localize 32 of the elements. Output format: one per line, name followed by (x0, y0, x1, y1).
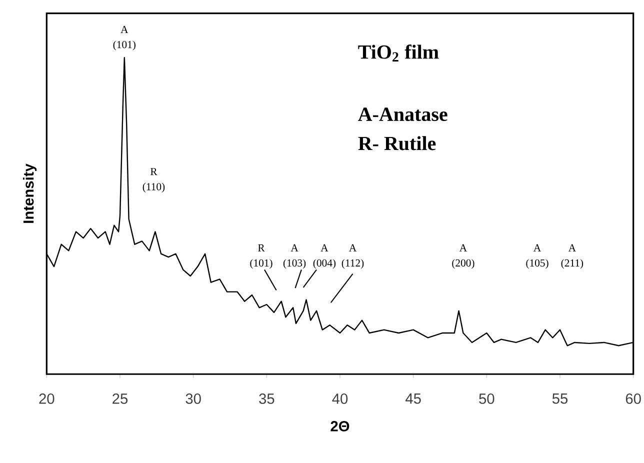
x-tick-label: 50 (479, 394, 494, 404)
annotation: A (320, 244, 328, 252)
text: (101) (113, 40, 136, 51)
annotation: (211) (561, 259, 584, 269)
annotation: R (150, 168, 158, 176)
annotation: A-Anatase (358, 108, 448, 122)
x-tick-label: 20 (39, 394, 54, 404)
annotation: A (459, 244, 467, 252)
annotation: (200) (452, 259, 474, 269)
annotation: A (534, 244, 542, 252)
annotation: (110) (142, 182, 165, 193)
annotation: (101) (250, 259, 272, 269)
annotation: (105) (526, 259, 548, 269)
annotation: R- Rutile (358, 136, 436, 150)
annotation: (004) (313, 259, 336, 269)
annotation: A (290, 244, 298, 252)
annotation: TiO$_{2}$ film (358, 44, 439, 62)
x-tick-label: 35 (259, 394, 274, 404)
x-tick-label: 40 (332, 394, 348, 404)
annotation: (103) (283, 259, 306, 269)
annotation: A (349, 244, 357, 252)
text: A (120, 26, 128, 34)
annotation: (112) (342, 259, 364, 269)
annotation: A (568, 244, 576, 252)
x-tick-label: 30 (186, 394, 201, 404)
annotation: R (258, 244, 265, 252)
x-tick-label: 45 (406, 394, 421, 404)
x-axis-title: 2Θ (330, 421, 350, 432)
x-tick-label: 60 (626, 394, 641, 404)
x-tick-label: 55 (552, 394, 568, 404)
y-axis-title: Intensity (22, 164, 37, 224)
x-tick-label: 25 (112, 394, 128, 404)
